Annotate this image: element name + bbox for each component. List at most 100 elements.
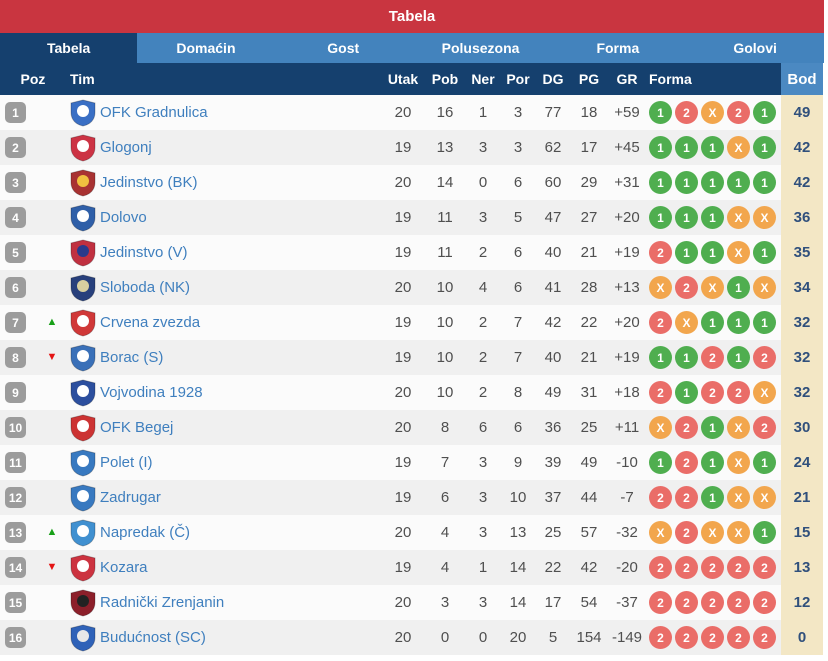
points-cell: 30	[781, 410, 823, 445]
stat-por: 10	[509, 489, 527, 506]
stat-utak: 19	[394, 209, 412, 226]
form-badge-red: 2	[701, 591, 724, 614]
stat-pob: 8	[440, 419, 450, 436]
form-badge-red: 2	[701, 381, 724, 404]
stat-ner: 2	[478, 349, 488, 366]
position-badge: 2	[5, 137, 26, 158]
form-badge-green: 1	[753, 311, 776, 334]
stat-ner: 3	[478, 454, 488, 471]
team-link[interactable]: Napredak (Č)	[100, 524, 191, 541]
team-logo-icon	[70, 308, 96, 337]
stat-pob: 11	[437, 244, 453, 261]
stat-por: 13	[509, 524, 527, 541]
team-logo-icon	[70, 168, 96, 197]
team-link[interactable]: Kozara	[100, 559, 148, 576]
form-badge-green: 1	[675, 381, 698, 404]
position-badge: 13	[5, 522, 26, 543]
stat-dg: 25	[544, 524, 562, 541]
tab-bar: Tabela Domaćin Gost Polusezona Forma Golovi	[0, 33, 824, 63]
stat-utak: 20	[394, 174, 412, 191]
form-badge-red: 2	[753, 416, 776, 439]
stat-pg: 49	[580, 454, 598, 471]
team-link[interactable]: Radnički Zrenjanin	[100, 594, 225, 611]
form-badge-orange: X	[753, 206, 776, 229]
team-link[interactable]: Jedinstvo (V)	[100, 244, 188, 261]
form-badge-orange: X	[727, 416, 750, 439]
column-header-row: Poz Tim Utak Pob Ner Por DG PG GR Forma …	[0, 63, 823, 95]
stat-pg: 29	[580, 174, 598, 191]
stat-utak: 19	[394, 349, 412, 366]
team-link[interactable]: Glogonj	[100, 139, 152, 156]
table-row: 15 Radnički Zrenjanin 20 3 3 14 17 54 -3…	[0, 585, 823, 620]
stat-pg: 57	[580, 524, 598, 541]
form-badge-red: 2	[727, 626, 750, 649]
stat-ner: 2	[478, 244, 488, 261]
form-badge-green: 1	[675, 206, 698, 229]
tab-golovi[interactable]: Golovi	[733, 40, 777, 56]
team-link[interactable]: Zadrugar	[100, 489, 161, 506]
form-badge-red: 2	[649, 241, 672, 264]
stat-por: 6	[513, 244, 523, 261]
team-link[interactable]: Polet (I)	[100, 454, 153, 471]
stat-gr: +20	[614, 314, 640, 331]
stat-utak: 20	[394, 384, 412, 401]
form-badge-green: 1	[727, 171, 750, 194]
form-badge-red: 2	[675, 416, 698, 439]
team-logo-icon	[70, 448, 96, 477]
form-badge-red: 2	[649, 381, 672, 404]
team-link[interactable]: OFK Begej	[100, 419, 174, 436]
team-logo-icon	[70, 483, 96, 512]
stat-ner: 3	[478, 209, 488, 226]
form-badge-green: 1	[727, 346, 750, 369]
tab-polusezona[interactable]: Polusezona	[441, 40, 520, 56]
team-logo-icon	[70, 343, 96, 372]
form-badge-red: 2	[675, 451, 698, 474]
points-cell: 34	[781, 270, 823, 305]
tab-tabela[interactable]: Tabela	[0, 33, 138, 63]
column-header-tim: Tim	[70, 71, 95, 87]
form-badge-orange: X	[753, 276, 776, 299]
tab-doma-in[interactable]: Domaćin	[176, 40, 236, 56]
team-link[interactable]: Vojvodina 1928	[100, 384, 203, 401]
form-badge-green: 1	[727, 311, 750, 334]
stat-por: 7	[513, 314, 523, 331]
stat-ner: 1	[478, 104, 488, 121]
team-logo-icon	[70, 588, 96, 617]
stat-pob: 6	[440, 489, 450, 506]
tab-forma[interactable]: Forma	[596, 40, 640, 56]
stat-gr: -149	[611, 629, 643, 646]
team-link[interactable]: Jedinstvo (BK)	[100, 174, 198, 191]
team-link[interactable]: Dolovo	[100, 209, 147, 226]
stat-pob: 13	[436, 139, 454, 156]
stat-ner: 0	[478, 629, 488, 646]
stat-dg: 5	[548, 629, 558, 646]
form-badge-orange: X	[727, 521, 750, 544]
team-logo-icon	[70, 133, 96, 162]
form-badge-green: 1	[753, 171, 776, 194]
form-badge-green: 1	[649, 171, 672, 194]
position-badge: 4	[5, 207, 26, 228]
stat-por: 8	[513, 384, 523, 401]
stat-por: 6	[513, 419, 523, 436]
tab-gost[interactable]: Gost	[327, 40, 360, 56]
points-cell: 15	[781, 515, 823, 550]
team-link[interactable]: Sloboda (NK)	[100, 279, 191, 296]
team-link[interactable]: OFK Gradnulica	[100, 104, 208, 121]
team-link[interactable]: Budućnost (SC)	[100, 629, 206, 646]
form-badge-orange: X	[727, 451, 750, 474]
team-link[interactable]: Crvena zvezda	[100, 314, 201, 331]
stat-dg: 62	[544, 139, 562, 156]
form-badge-orange: X	[649, 276, 672, 299]
team-link[interactable]: Borac (S)	[100, 349, 164, 366]
form-badge-green: 1	[701, 241, 724, 264]
stat-dg: 49	[544, 384, 562, 401]
column-header-forma: Forma	[649, 71, 692, 87]
form-badge-orange: X	[727, 206, 750, 229]
